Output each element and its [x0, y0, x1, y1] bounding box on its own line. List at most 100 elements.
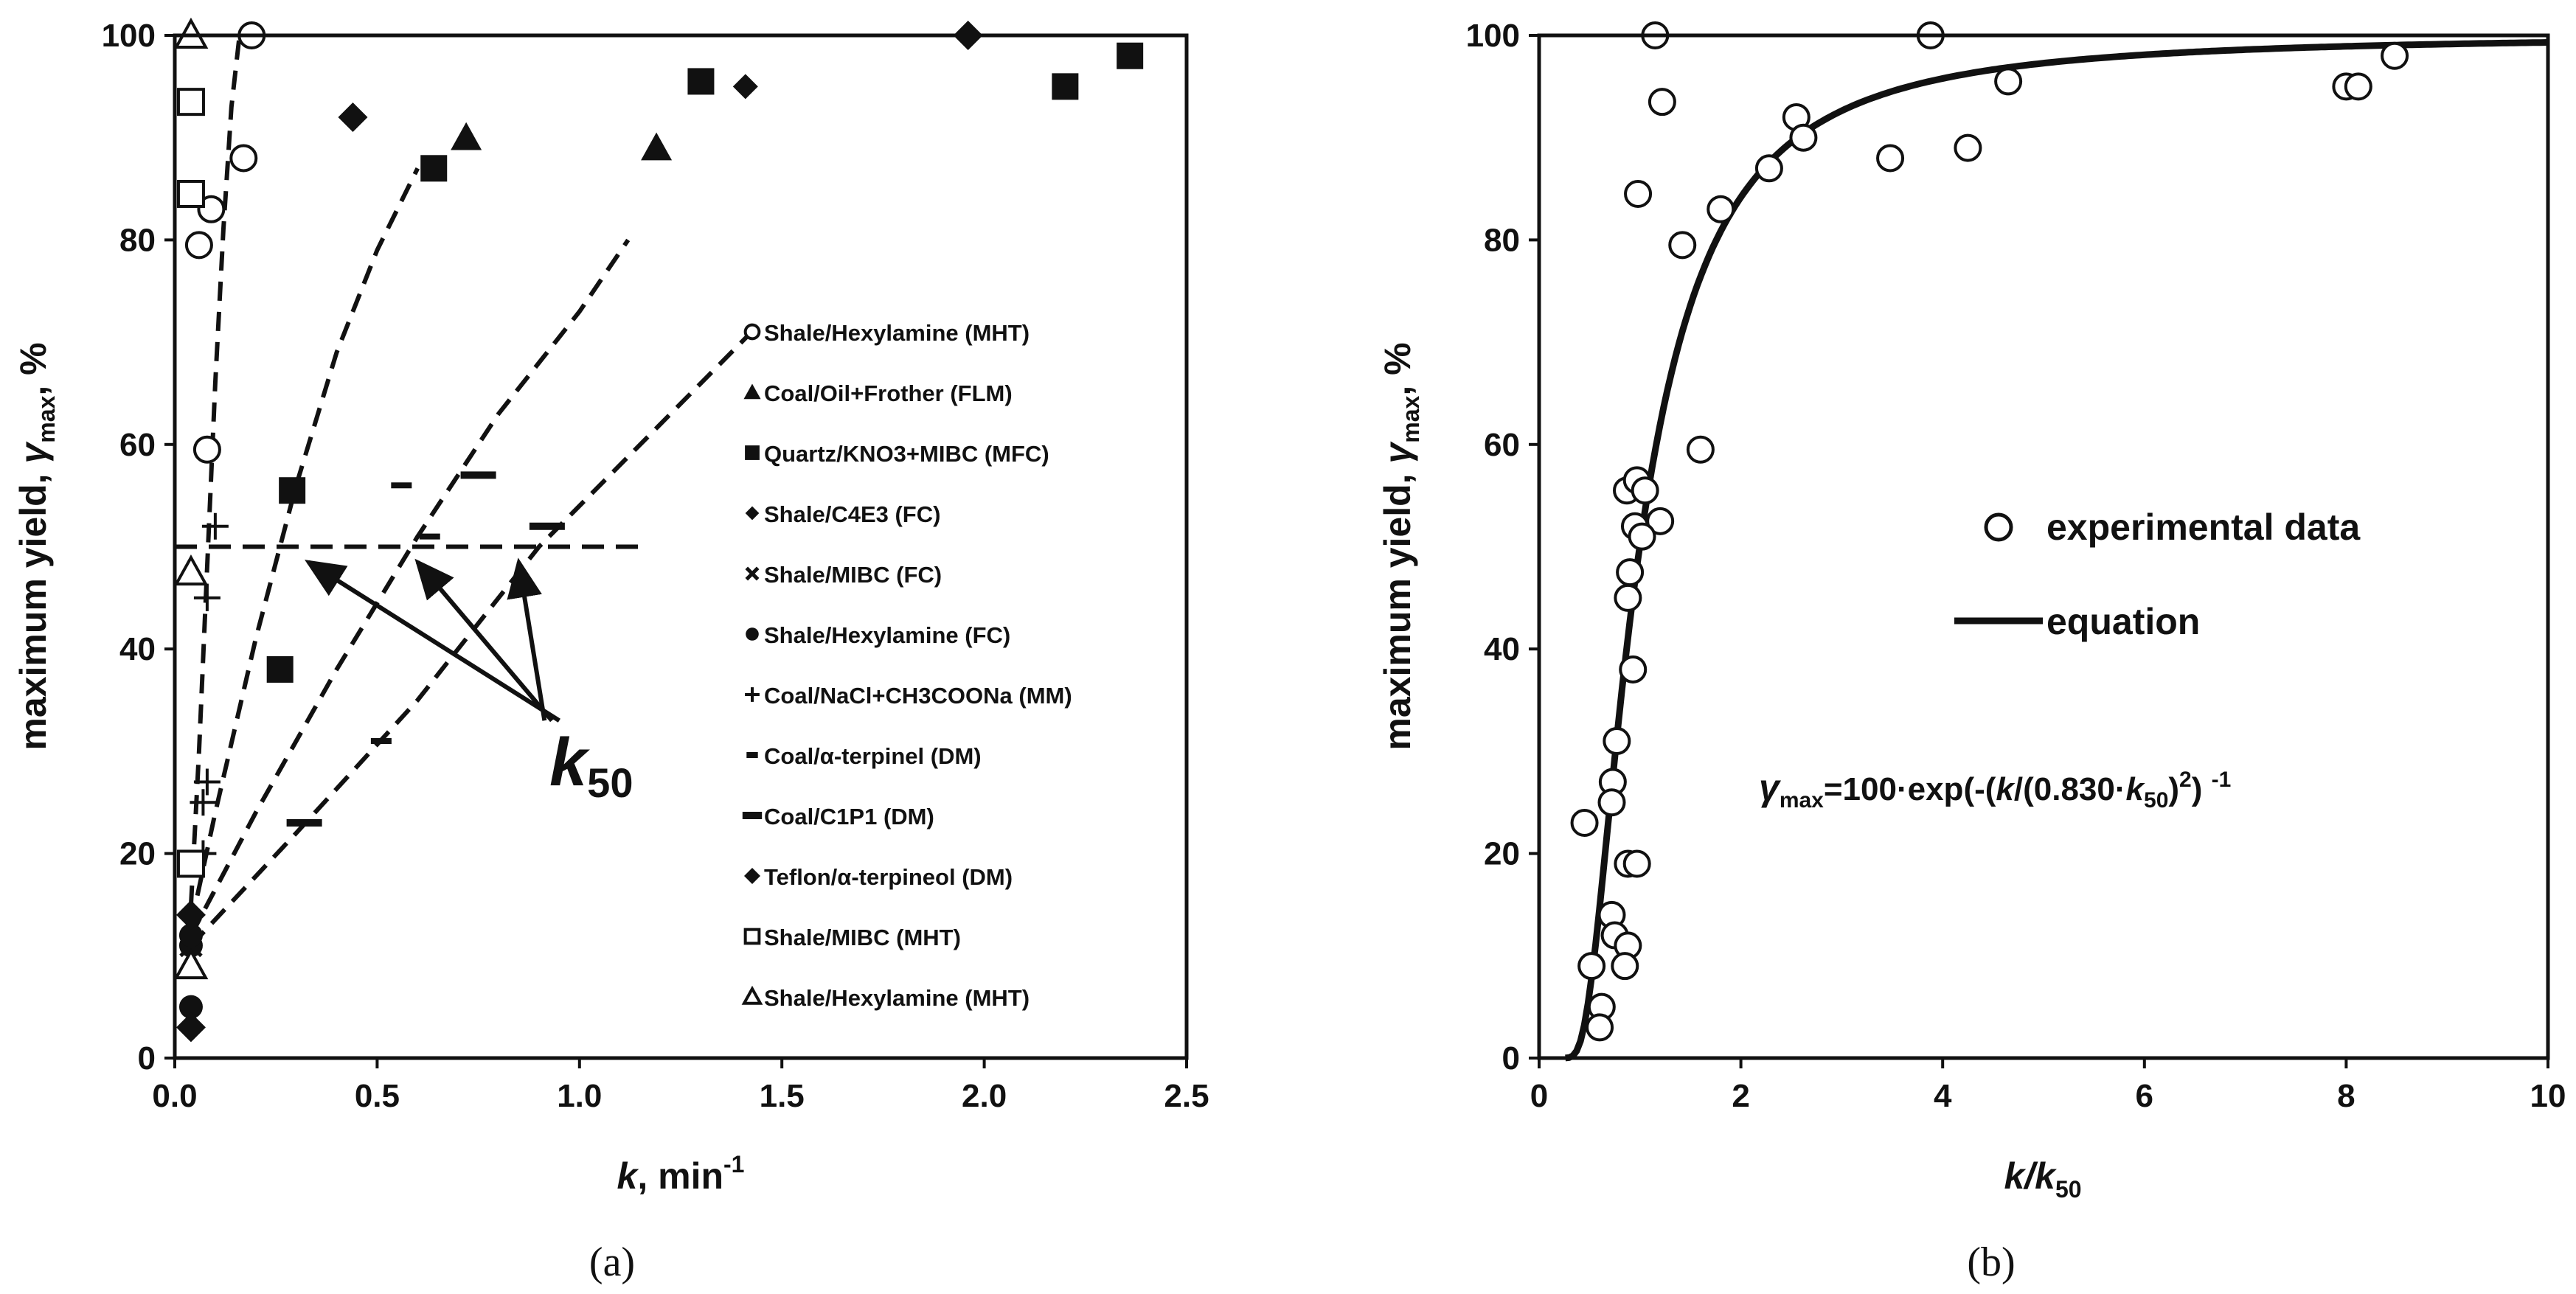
legend-label-9: Coal/C1P1 (DM)	[764, 804, 934, 829]
data-point-b-25	[1619, 655, 1648, 683]
fit-curve-4	[189, 320, 763, 947]
panel-label-b: (b)	[1967, 1239, 2015, 1285]
x-tick-label: 10	[2530, 1078, 2566, 1114]
legend-marker-5	[745, 566, 760, 581]
x-axis-ticks-b: 0 2 4 6 8 10	[1530, 1058, 2566, 1114]
data-point-b-35	[1570, 808, 1599, 837]
y-axis-label-b: maximum yield, γmax, %	[1377, 342, 1424, 750]
equation-text: γmax=100·exp(-(k/(0.830·k50)2) -1	[1759, 767, 2231, 813]
data-point-s10-3	[176, 900, 206, 930]
data-point-s3-3	[266, 655, 294, 683]
legend-label-5: Shale/MIBC (FC)	[764, 562, 942, 588]
legend-label-experimental-data: experimental data	[2046, 507, 2361, 548]
legend-marker-3	[745, 445, 760, 460]
data-point-b-6	[1994, 67, 2023, 96]
legend-label-11: Shale/MIBC (MHT)	[764, 925, 961, 950]
data-point-s11-1	[176, 88, 205, 116]
legend-marker-12	[741, 985, 763, 1005]
data-point-s8-2	[419, 533, 440, 540]
fit-curve-1	[189, 35, 242, 905]
data-point-s12-2	[173, 554, 209, 586]
data-point-s7-3	[193, 768, 221, 796]
data-point-s11-3	[176, 849, 205, 878]
legend-marker-6	[746, 627, 759, 641]
legend-label-10: Teflon/α-terpineol (DM)	[764, 864, 1013, 890]
data-point-b-26	[1603, 727, 1631, 756]
data-point-s7-4	[190, 789, 217, 816]
data-point-s3-4	[687, 68, 715, 95]
y-axis-ticks-a: 0 20 40 60 80 100	[102, 18, 175, 1076]
k50-annotation-base: k	[549, 725, 590, 800]
legend-marker-9	[742, 812, 763, 819]
legend-label-equation: equation	[2046, 601, 2200, 642]
data-point-b-28	[1597, 788, 1626, 817]
data-point-s1-5	[192, 435, 221, 464]
data-point-s4-1	[732, 74, 758, 100]
legend-label-8: Coal/α-terpinel (DM)	[764, 743, 982, 769]
fit-curve-2	[189, 167, 420, 926]
x-tick-label: 6	[2136, 1078, 2153, 1114]
data-points-a	[173, 17, 1144, 1043]
legend-label-3: Quartz/KNO3+MIBC (MFC)	[764, 441, 1049, 467]
y-tick-label: 80	[1484, 222, 1520, 258]
legend-marker-1	[743, 323, 761, 341]
data-point-s2-2	[641, 132, 673, 161]
data-point-b-7	[1754, 154, 1783, 183]
legend-marker-experimental-data	[1984, 512, 2013, 542]
data-point-b-12	[2344, 72, 2372, 101]
legend-label-12: Shale/Hexylamine (MHT)	[764, 985, 1030, 1011]
x-tick-label: 1.0	[557, 1078, 602, 1114]
x-tick-label: 0.0	[152, 1078, 197, 1114]
x-tick-label: 8	[2337, 1078, 2355, 1114]
data-point-b-2	[1648, 88, 1676, 116]
data-point-b-21	[1646, 507, 1675, 535]
k50-arrow-2	[414, 558, 554, 723]
data-point-s3-6	[1117, 42, 1144, 69]
chart-panel-a: 0 20 40 60 80 100 0.0 0.5 1.0 1.5 2.0 2.5 k50 k, m…	[13, 17, 1209, 1285]
y-tick-label: 20	[1484, 836, 1520, 872]
data-point-b-15	[1668, 231, 1697, 260]
data-point-b-14	[1624, 179, 1653, 208]
x-axis-label-a: k, min-1	[617, 1151, 745, 1197]
data-point-b-10	[1954, 133, 1982, 162]
data-point-s10-1	[338, 102, 368, 132]
x-tick-label: 4	[1934, 1078, 1952, 1114]
data-points-b	[1570, 21, 2409, 1042]
data-point-s9-2	[529, 522, 565, 530]
fit-curve-3	[189, 238, 631, 936]
data-point-s6-1	[178, 995, 203, 1019]
legend-b: experimental data equation	[1954, 507, 2361, 642]
data-point-b-16	[1686, 435, 1715, 464]
data-point-b-13	[2381, 41, 2409, 70]
legend-marker-10	[744, 868, 760, 884]
x-tick-label: 2	[1732, 1078, 1749, 1114]
data-point-b-24	[1614, 583, 1642, 612]
y-axis-label-a: maximum yield, γmax, %	[13, 342, 60, 750]
data-point-s3-5	[1052, 73, 1079, 100]
plot-frame-a	[173, 33, 1189, 1060]
data-point-s1-4	[184, 231, 213, 260]
x-axis-ticks-a: 0.0 0.5 1.0 1.5 2.0 2.5	[152, 1058, 1209, 1114]
data-point-b-34	[1611, 952, 1639, 981]
data-point-s3-1	[420, 155, 448, 182]
y-tick-label: 60	[119, 427, 156, 463]
legend-label-1: Shale/Hexylamine (MHT)	[764, 320, 1030, 346]
panel-label-a: (a)	[589, 1239, 635, 1285]
y-tick-label: 100	[1466, 18, 1520, 54]
data-point-s11-2	[176, 179, 205, 208]
y-tick-label: 40	[1484, 631, 1520, 667]
data-point-s7-1	[201, 512, 229, 540]
equation-curve	[1565, 39, 2549, 1062]
data-point-s9-3	[286, 818, 322, 827]
legend-marker-2	[743, 383, 761, 400]
data-point-b-38	[1586, 1013, 1614, 1042]
data-point-s7-2	[193, 584, 221, 611]
chart-panel-b: 0 20 40 60 80 100 0 2 4 6 8 10 experimental data e…	[1377, 18, 2566, 1285]
x-tick-label: 2.0	[962, 1078, 1007, 1114]
x-axis-label-b: k/k50	[2004, 1155, 2081, 1203]
legend-a: Shale/Hexylamine (MHT) Coal/Oil+Frother (…	[741, 320, 1072, 1011]
y-tick-label: 20	[119, 836, 156, 872]
y-tick-label: 0	[1502, 1040, 1520, 1076]
k50-arrows	[305, 557, 560, 723]
